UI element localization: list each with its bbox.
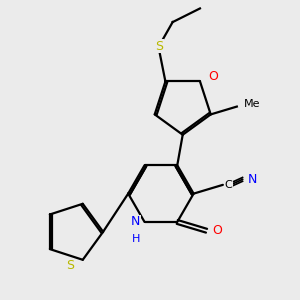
Text: Me: Me	[244, 99, 260, 110]
Text: O: O	[208, 70, 218, 83]
Text: O: O	[212, 224, 222, 237]
Text: S: S	[155, 40, 163, 52]
Text: S: S	[66, 259, 74, 272]
Text: H: H	[132, 234, 140, 244]
Text: N: N	[248, 173, 257, 186]
Text: C: C	[224, 180, 232, 190]
Text: N: N	[131, 215, 140, 229]
